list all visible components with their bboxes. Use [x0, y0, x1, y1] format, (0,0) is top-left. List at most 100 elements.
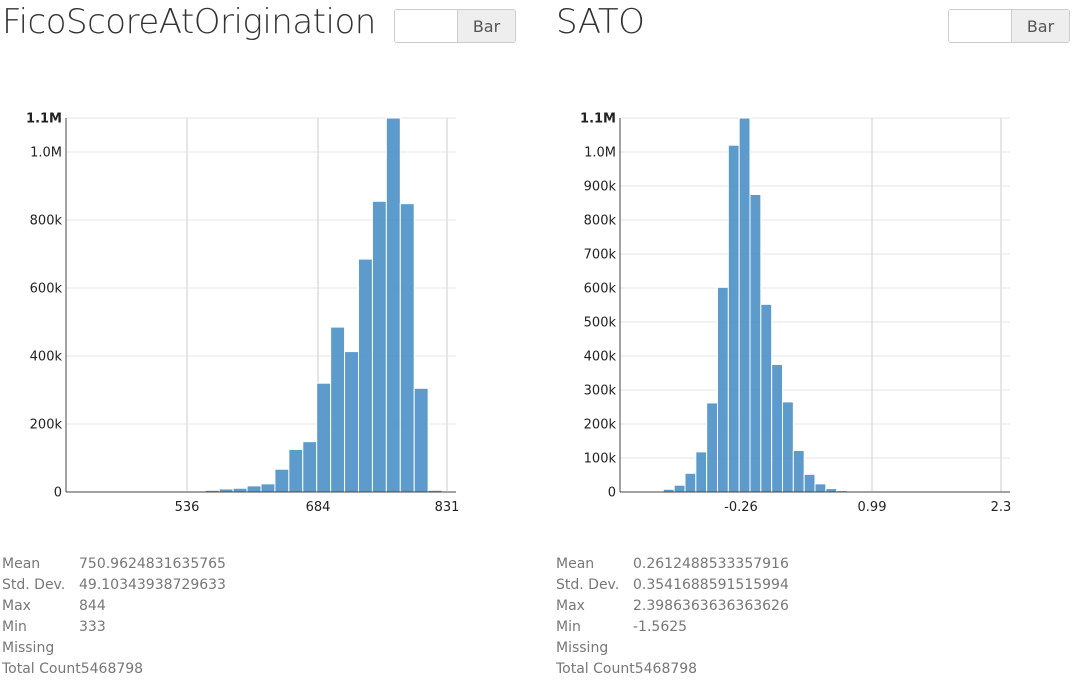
fico-title: FicoScoreAtOrigination: [2, 2, 376, 42]
x-tick-label: 2.3: [991, 500, 1012, 515]
stat-mean: Mean 750.9624831635765: [2, 554, 226, 575]
histogram-bar: [232, 487, 248, 493]
fico-panel: FicoScoreAtOrigination Bar 0 200k 400k 600k…: [0, 0, 530, 688]
y-tick-label: 200k: [584, 418, 617, 433]
histogram-bar: [803, 473, 816, 493]
fico-chart-type-toggle[interactable]: Bar: [394, 9, 516, 43]
stat-min: Min -1.5625: [556, 617, 789, 638]
stat-label: Total Count: [2, 661, 81, 677]
stat-label: Min: [556, 619, 581, 635]
histogram-bar: [738, 117, 751, 493]
y-tick-label: 400k: [30, 350, 63, 365]
stat-value: 5468798: [634, 661, 698, 677]
stat-value: -1.5625: [633, 619, 688, 635]
histogram-bar: [706, 402, 719, 493]
stat-label: Total Count: [556, 661, 635, 677]
stat-label: Max: [2, 598, 31, 614]
y-tick-label: 0: [54, 486, 62, 501]
stat-missing: Missing: [556, 638, 789, 659]
histogram-bar: [825, 488, 838, 493]
stat-value: 49.10343938729633: [79, 577, 226, 593]
x-tick-label: 0.99: [858, 500, 887, 515]
y-tick-label: 200k: [30, 418, 63, 433]
x-tick-label: -0.26: [724, 500, 758, 515]
histogram-bar: [260, 483, 276, 493]
stat-value: 0.2612488533357916: [633, 556, 789, 572]
histogram-bar: [302, 441, 318, 493]
y-tick-label: 1.0M: [584, 146, 616, 161]
stat-label: Missing: [556, 640, 609, 656]
y-tick-label: 900k: [584, 180, 617, 195]
sato-panel: SATO Bar 0 100k 200k 300k 400k 500k 600k 700k 80…: [554, 0, 1082, 688]
stat-missing: Missing: [2, 638, 226, 659]
stat-label: Missing: [2, 640, 55, 656]
x-tick-label: 536: [175, 500, 200, 515]
y-tick-label: 700k: [584, 248, 617, 263]
y-tick-label: 800k: [30, 214, 63, 229]
histogram-bar: [684, 472, 697, 493]
fico-toggle-blank[interactable]: [395, 10, 457, 42]
y-tick-label: 600k: [584, 282, 617, 297]
stat-std-dev: Std. Dev. 0.3541688591515994: [556, 575, 789, 596]
histogram-bar: [288, 449, 304, 493]
histogram-bar: [749, 194, 762, 493]
y-tick-label: 0: [608, 486, 616, 501]
y-tick-label: 300k: [584, 384, 617, 399]
fico-histogram: 0 200k 400k 600k 800k 1.0M 1.1M 536 684 831: [26, 112, 460, 516]
stat-value: 0.3541688591515994: [633, 577, 789, 593]
histogram-bar: [316, 382, 332, 493]
histogram-bar: [760, 303, 773, 493]
x-tick-label: 831: [435, 500, 460, 515]
y-tick-label: 500k: [584, 316, 617, 331]
stat-mean: Mean 0.2612488533357916: [556, 554, 789, 575]
sato-bar-button[interactable]: Bar: [1011, 10, 1069, 42]
y-tick-label: 800k: [584, 214, 617, 229]
fico-bar-button[interactable]: Bar: [457, 10, 515, 42]
histogram-bar: [344, 351, 360, 493]
stat-label: Min: [2, 619, 27, 635]
stat-min: Min 333: [2, 617, 226, 638]
stat-value: 2.3986363636363626: [633, 598, 789, 614]
y-tick-label: 1.1M: [580, 112, 616, 127]
sato-stats: Mean 0.2612488533357916 Std. Dev. 0.354168…: [556, 554, 789, 680]
y-tick-label: 100k: [584, 452, 617, 467]
y-tick-label: 1.1M: [26, 112, 62, 127]
y-tick-label: 1.0M: [30, 146, 62, 161]
histogram-bar: [782, 401, 794, 493]
histogram-bar: [274, 468, 290, 493]
sato-toggle-blank[interactable]: [949, 10, 1011, 42]
histogram-bar: [792, 450, 805, 493]
sato-chart-type-toggle[interactable]: Bar: [948, 9, 1070, 43]
sato-title: SATO: [556, 2, 645, 42]
stat-max: Max 2.3986363636363626: [556, 596, 789, 617]
histogram-bar: [727, 144, 740, 493]
stat-value: 5468798: [80, 661, 144, 677]
histogram-bar: [358, 258, 373, 493]
y-tick-label: 400k: [584, 350, 617, 365]
stat-total-count: Total Count 5468798: [2, 659, 226, 680]
histogram-bar: [695, 451, 708, 493]
stat-value: 750.9624831635765: [79, 556, 226, 572]
stat-label: Std. Dev.: [2, 577, 66, 593]
histogram-bar: [673, 484, 686, 493]
stat-value: 844: [79, 598, 106, 614]
histogram-bar: [330, 326, 346, 493]
histogram-bar: [814, 483, 827, 493]
histogram-bar: [717, 286, 729, 493]
y-tick-label: 600k: [30, 282, 63, 297]
stat-label: Mean: [2, 556, 41, 572]
sato-histogram: 0 100k 200k 300k 400k 500k 600k 700k 800k 900k 1.0…: [580, 112, 1012, 516]
stat-label: Max: [556, 598, 585, 614]
fico-stats: Mean 750.9624831635765 Std. Dev. 49.103439…: [2, 554, 226, 680]
x-tick-label: 684: [306, 500, 331, 515]
stat-total-count: Total Count 5468798: [556, 659, 789, 680]
stat-std-dev: Std. Dev. 49.10343938729633: [2, 575, 226, 596]
histogram-bar: [413, 387, 429, 493]
stat-label: Std. Dev.: [556, 577, 620, 593]
histogram-bar: [385, 117, 401, 493]
histogram-bar: [399, 203, 415, 493]
histogram-bar: [771, 364, 784, 493]
stat-value: 333: [79, 619, 106, 635]
histogram-bar: [371, 200, 387, 493]
histogram-bar: [246, 485, 262, 493]
